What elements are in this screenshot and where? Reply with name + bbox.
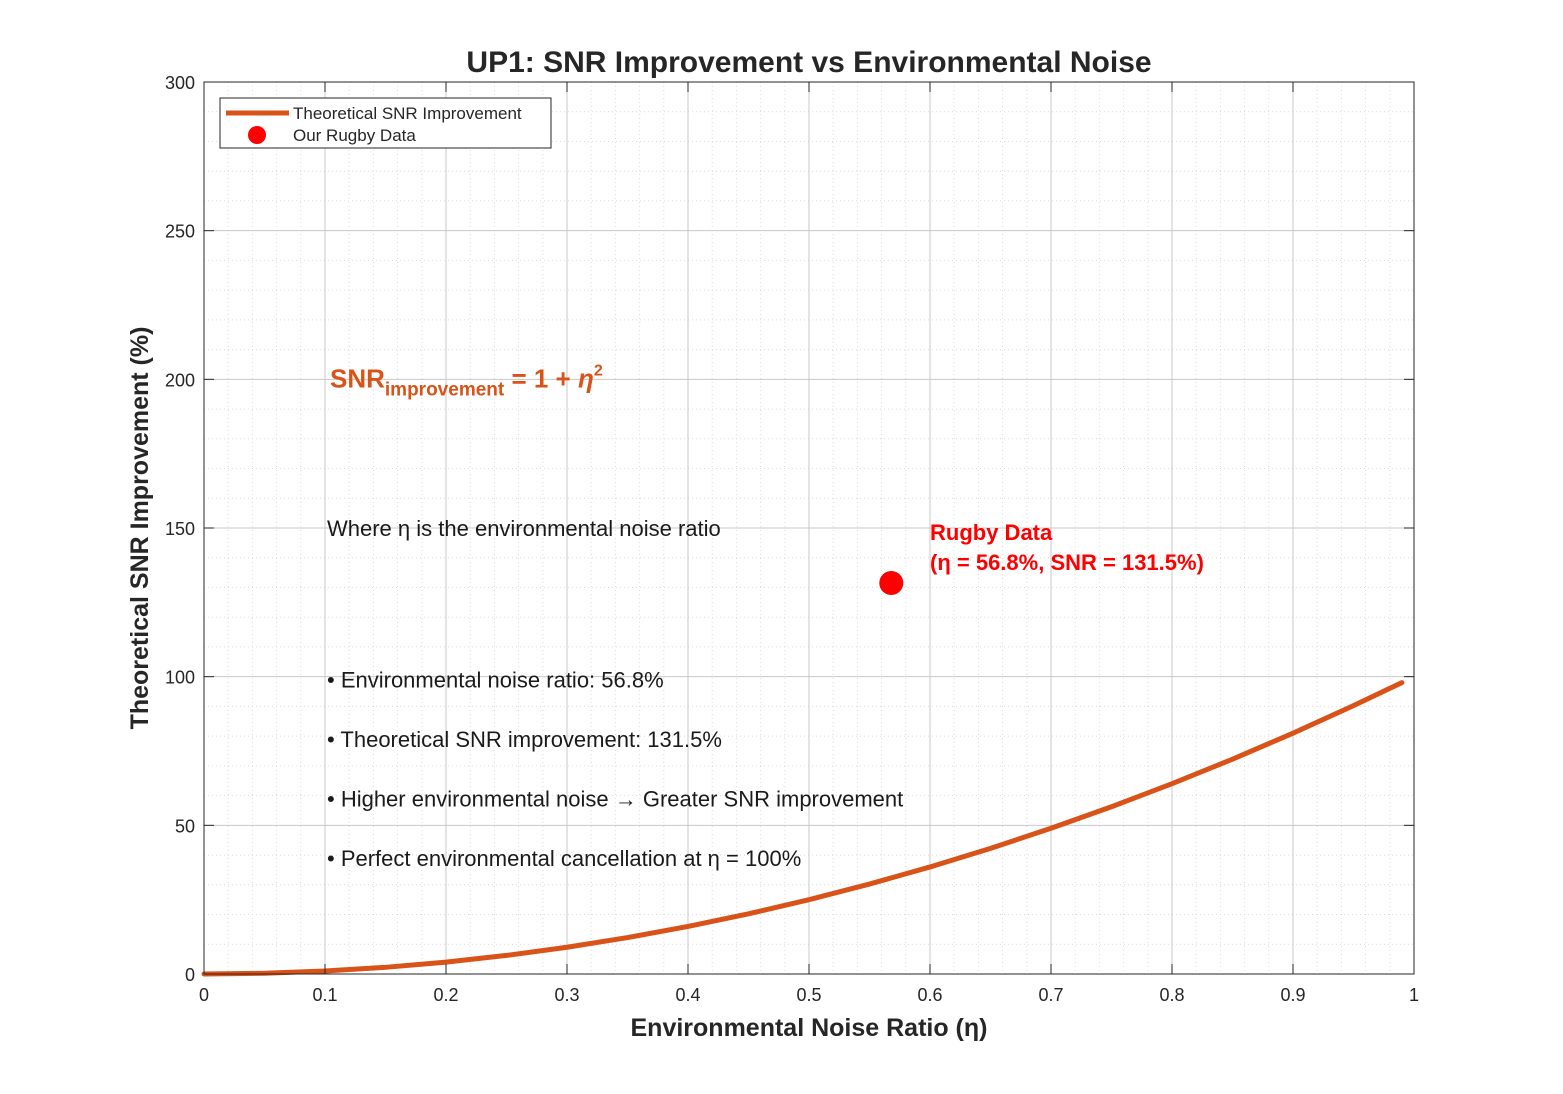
formula-superscript: 2 (594, 362, 603, 379)
x-tick-label: 0.6 (917, 985, 942, 1005)
y-tick-label: 200 (165, 370, 195, 390)
x-axis-title: Environmental Noise Ratio (η) (631, 1014, 988, 1042)
bullet-note: • Environmental noise ratio: 56.8% (327, 668, 664, 693)
where-note: Where η is the environmental noise ratio (327, 516, 721, 541)
x-tick-label: 0.7 (1038, 985, 1063, 1005)
bullet-note: • Theoretical SNR improvement: 131.5% (327, 727, 722, 752)
y-axis-title: Theoretical SNR Improvement (%) (126, 327, 154, 730)
point-label-values: (η = 56.8%, SNR = 131.5%) (930, 550, 1204, 575)
x-tick-label: 0.5 (796, 985, 821, 1005)
legend-label-rugby: Our Rugby Data (293, 126, 416, 145)
x-tick-label: 0.8 (1159, 985, 1184, 1005)
y-tick-label: 300 (165, 73, 195, 93)
y-tick-label: 150 (165, 519, 195, 539)
bullet-note: • Higher environmental noise → Greater S… (327, 787, 903, 812)
x-tick-label: 0.3 (554, 985, 579, 1005)
x-tick-label: 0.2 (433, 985, 458, 1005)
x-tick-label: 1 (1409, 985, 1419, 1005)
series-layer (201, 571, 1405, 977)
x-tick-label: 0.1 (312, 985, 337, 1005)
formula-symbol: η (578, 363, 594, 393)
formula-subscript: improvement (385, 379, 505, 400)
legend: Theoretical SNR Improvement Our Rugby Dat… (219, 97, 552, 149)
x-tick-label: 0 (199, 985, 209, 1005)
x-tick-label: 0.4 (675, 985, 700, 1005)
axis-ticks: 0 0.1 0.2 0.3 0.4 0.5 0.6 0.7 0.8 0.9 1 0 50 100 150 20… (165, 73, 1419, 1005)
legend-box (219, 97, 552, 149)
bullet-note: • Perfect environmental cancellation at … (327, 846, 801, 871)
formula-rest: = 1 + (504, 363, 578, 393)
chart-title: UP1: SNR Improvement vs Environmental No… (466, 46, 1151, 79)
series-line-theoretical (201, 680, 1405, 977)
y-tick-label: 100 (165, 668, 195, 688)
y-tick-label: 50 (175, 816, 195, 836)
annotations: SNRimprovement = 1 + η2 Where η is the en… (327, 362, 1204, 871)
data-point-rugby (879, 571, 904, 596)
y-tick-label: 0 (185, 965, 195, 985)
formula-main: SNR (330, 363, 385, 393)
formula-annotation: SNRimprovement = 1 + η2 (330, 362, 603, 400)
y-tick-label: 250 (165, 222, 195, 242)
legend-point-swatch (248, 126, 266, 144)
point-label-title: Rugby Data (930, 520, 1053, 545)
x-tick-label: 0.9 (1280, 985, 1305, 1005)
legend-label-theoretical: Theoretical SNR Improvement (293, 104, 522, 123)
